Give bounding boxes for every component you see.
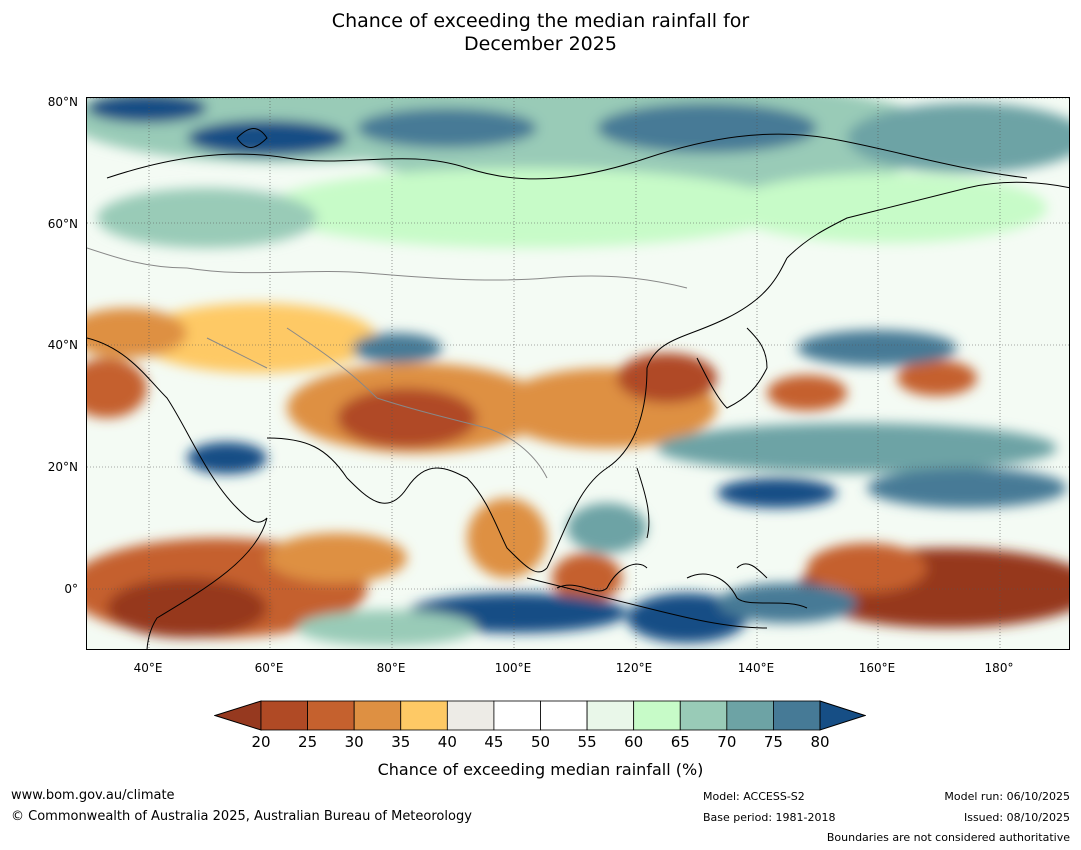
colorbar-segment: [446, 700, 495, 731]
colorbar-tick-label: 75: [763, 733, 783, 751]
colorbar-segment: [773, 700, 821, 731]
colorbar-segment: [493, 700, 541, 731]
boundaries-disclaimer: Boundaries are not considered authoritat…: [826, 831, 1070, 844]
colorbar-under-arrow: [214, 700, 262, 731]
colorbar-over-arrow: [819, 700, 866, 731]
model-name: Model: ACCESS-S2: [703, 790, 805, 803]
lat-label-80n: 80°N: [47, 95, 78, 109]
colorbar-segment: [586, 700, 635, 731]
lon-label-40e: 40°E: [133, 661, 163, 675]
colorbar-segment: [353, 700, 402, 731]
colorbar-segment: [400, 700, 448, 731]
colorbar-tick-label: 35: [391, 733, 411, 751]
lon-label-160e: 160°E: [858, 661, 896, 675]
colorbar-segment: [726, 700, 774, 731]
model-run-date: Model run: 06/10/2025: [944, 790, 1070, 803]
coastlines: [87, 128, 1069, 649]
colorbar-segment: [633, 700, 681, 731]
colorbar-segments: [260, 700, 821, 731]
map-canvas: [87, 98, 1069, 649]
colorbar-tick-label: 30: [344, 733, 364, 751]
lat-label-60n: 60°N: [47, 217, 78, 231]
colorbar-tick-label: 60: [624, 733, 644, 751]
website-url[interactable]: www.bom.gov.au/climate: [11, 788, 175, 803]
base-period: Base period: 1981-2018: [703, 811, 836, 824]
lat-label-20n: 20°N: [47, 460, 78, 474]
lat-label-0: 0°: [64, 582, 78, 596]
colorbar: [214, 700, 866, 731]
colorbar-tick-label: 80: [810, 733, 830, 751]
colorbar-segment: [260, 700, 308, 731]
colorbar-tick-label: 20: [251, 733, 271, 751]
copyright-notice: © Commonwealth of Australia 2025, Austra…: [11, 809, 472, 824]
lon-label-180: 180°: [984, 661, 1014, 675]
lon-label-140e: 140°E: [737, 661, 775, 675]
map-title: Chance of exceeding the median rainfall …: [0, 10, 1081, 56]
colorbar-tick-label: 65: [670, 733, 690, 751]
colorbar-segment: [679, 700, 728, 731]
colorbar-segment: [540, 700, 588, 731]
colorbar-tick-label: 55: [577, 733, 597, 751]
title-line-2: December 2025: [464, 33, 617, 55]
map-gridlines: [87, 98, 1069, 649]
colorbar-title: Chance of exceeding median rainfall (%): [377, 760, 704, 779]
country-borders: [87, 247, 688, 479]
issued-date: Issued: 08/10/2025: [963, 811, 1070, 824]
rainfall-field: [87, 98, 1069, 646]
colorbar-tick-label: 25: [298, 733, 318, 751]
colorbar-tick-label: 70: [717, 733, 737, 751]
title-line-1: Chance of exceeding the median rainfall …: [331, 10, 750, 32]
lon-label-60e: 60°E: [254, 661, 284, 675]
lon-label-120e: 120°E: [615, 661, 653, 675]
colorbar-tick-label: 45: [484, 733, 504, 751]
lat-label-40n: 40°N: [47, 338, 78, 352]
lon-label-100e: 100°E: [494, 661, 532, 675]
colorbar-tick-label: 50: [530, 733, 551, 751]
lon-label-80e: 80°E: [376, 661, 406, 675]
colorbar-segment: [307, 700, 355, 731]
colorbar-tick-label: 40: [437, 733, 457, 751]
rainfall-map: [86, 97, 1070, 650]
